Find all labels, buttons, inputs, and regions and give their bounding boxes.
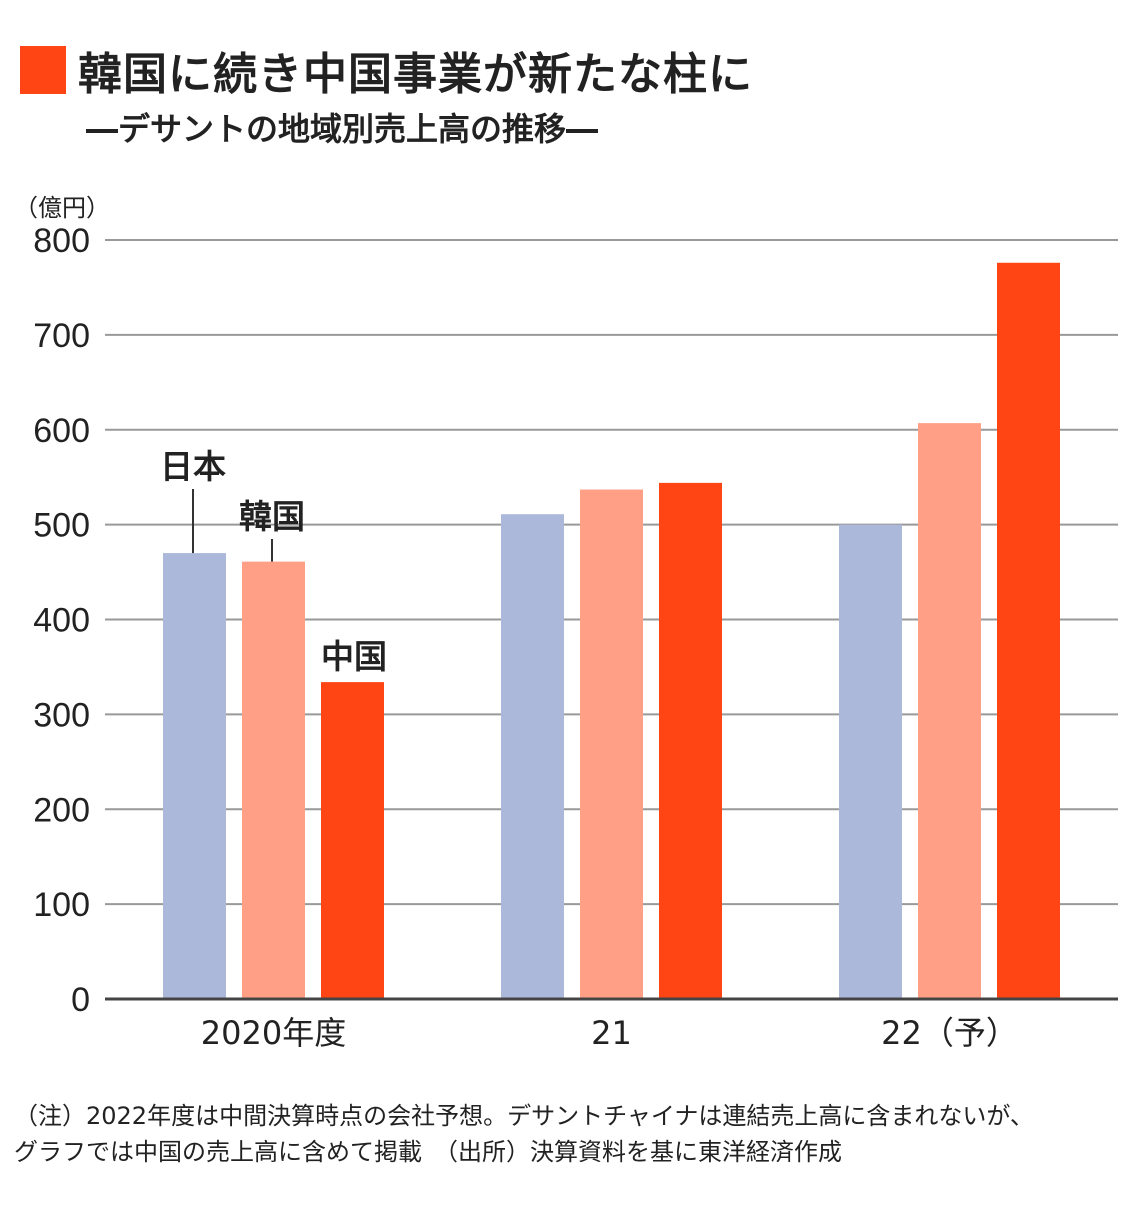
x-tick-label: 21 [591,1014,632,1052]
bar-日本-21 [501,514,564,999]
x-tick-labels: 2020年度 21 22（予） [201,1014,1018,1052]
bar-韓国-22（予） [918,423,981,999]
y-tick-label: 100 [33,886,90,924]
title-accent-square [20,46,66,94]
bars [163,262,1060,999]
y-tick-label: 600 [33,412,90,450]
chart-subtitle: ―デサントの地域別売上高の推移― [86,110,599,148]
y-tick-label: 800 [33,222,90,260]
y-tick-label: 500 [33,507,90,545]
y-tick-label: 400 [33,602,90,640]
bar-中国-22（予） [997,262,1060,999]
y-axis-unit: （億円） [14,194,110,222]
bar-韓国-2020年度 [242,561,305,999]
chart-title: 韓国に続き中国事業が新たな柱に [78,49,753,100]
y-tick-label: 700 [33,317,90,355]
y-tick-label: 0 [71,981,90,1019]
series-label-korea: 韓国 [239,497,305,536]
y-tick-label: 300 [33,696,90,734]
bar-中国-2020年度 [321,682,384,999]
bar-日本-22（予） [839,524,902,999]
y-tick-label: 200 [33,791,90,829]
footnote-line-2: グラフでは中国の売上高に含めて掲載 （出所）決算資料を基に東洋経済作成 [14,1138,842,1166]
series-label-japan: 日本 [160,447,226,486]
bar-中国-21 [659,482,722,999]
footnote-line-1: （注）2022年度は中間決算時点の会社予想。デサントチャイナは連結売上高に含まれ… [14,1102,1034,1130]
bar-韓国-21 [580,489,643,999]
bar-日本-2020年度 [163,553,226,999]
title-row: 韓国に続き中国事業が新たな柱に [20,38,753,102]
series-label-china: 中国 [321,637,387,676]
x-tick-label: 22（予） [881,1014,1018,1052]
y-tick-labels: 0 100 200 300 400 500 600 700 800 [33,222,90,1019]
x-tick-label: 2020年度 [201,1014,346,1052]
